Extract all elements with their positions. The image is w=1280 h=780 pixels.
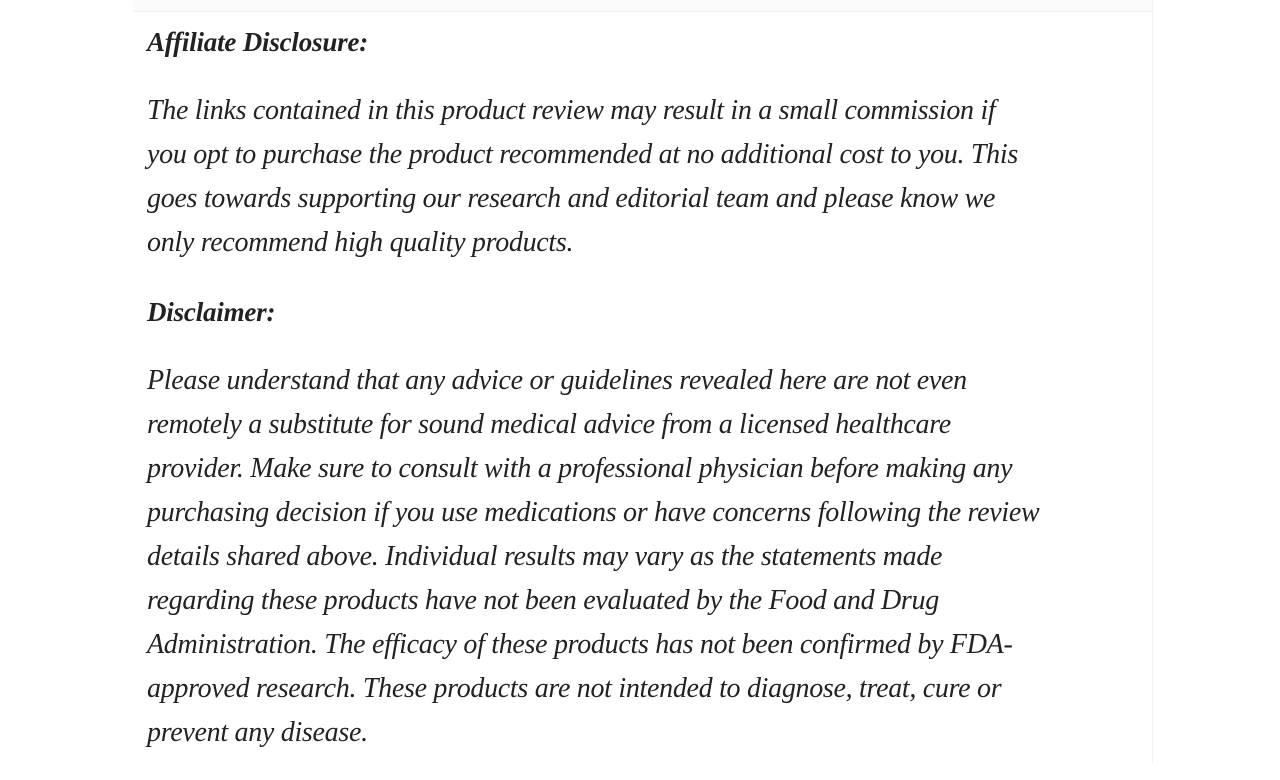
article-text-block: Affiliate Disclosure: The links containe… [133, 13, 1152, 780]
affiliate-disclosure-heading: Affiliate Disclosure: [147, 27, 369, 57]
content-column: Affiliate Disclosure: The links containe… [133, 0, 1153, 763]
affiliate-disclosure-paragraph: The links contained in this product revi… [147, 95, 1018, 258]
top-divider [133, 0, 1152, 12]
disclaimer-heading: Disclaimer: [147, 297, 276, 327]
disclaimer-paragraph: Please understand that any advice or gui… [147, 365, 1040, 748]
